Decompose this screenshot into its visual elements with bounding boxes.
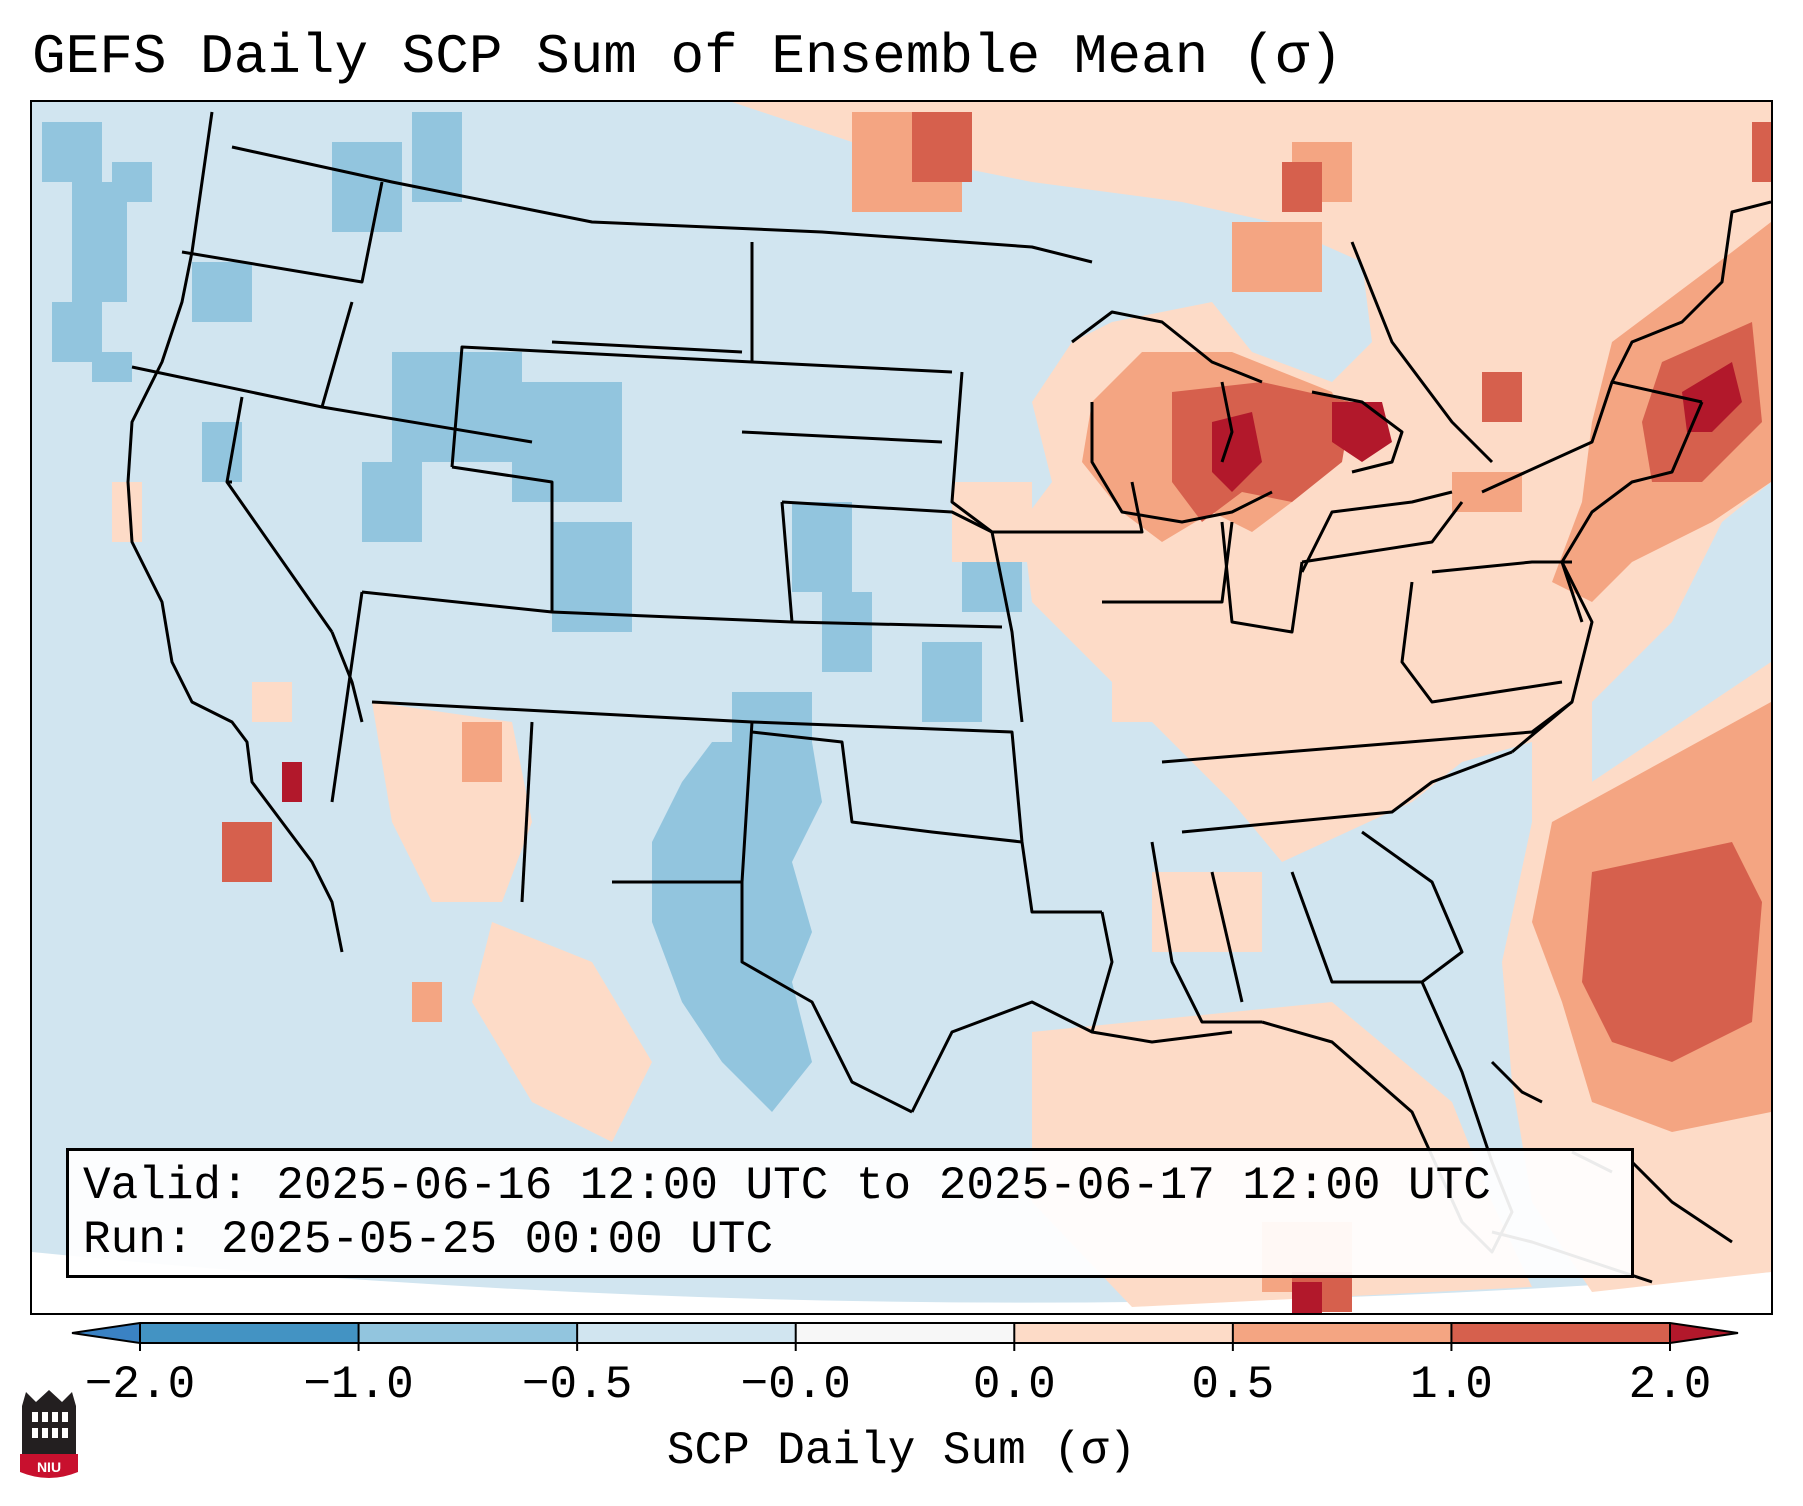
colorbar-tick-label: −0.5 <box>521 1359 633 1411</box>
colorbar-bin <box>1451 1323 1671 1343</box>
colorbar <box>71 1322 1739 1351</box>
colorbar-tick-label: 1.0 <box>1410 1359 1493 1411</box>
valid-line: Valid: 2025-06-16 12:00 UTC to 2025-06-1… <box>83 1159 1617 1213</box>
valid-value: 2025-06-16 12:00 UTC to 2025-06-17 12:00… <box>276 1160 1491 1212</box>
niu-logo: NIU <box>20 1390 78 1478</box>
niu-logo-text: NIU <box>37 1459 61 1475</box>
colorbar-bin <box>1232 1323 1452 1343</box>
anomaly-positive-strong <box>222 112 1771 1312</box>
colorbar-bin <box>795 1323 1015 1343</box>
run-label: Run: <box>83 1214 194 1266</box>
anomaly-pacific-negative <box>42 122 152 382</box>
colorbar-tick-label: 0.5 <box>1191 1359 1275 1411</box>
colorbar-tick-label: 2.0 <box>1628 1359 1712 1411</box>
colorbar-extend-high <box>1670 1323 1738 1343</box>
valid-time-box: Valid: 2025-06-16 12:00 UTC to 2025-06-1… <box>66 1148 1634 1278</box>
colorbar-tick-label: −0.0 <box>740 1359 851 1411</box>
colorbar-extend-low <box>72 1323 140 1343</box>
run-line: Run: 2025-05-25 00:00 UTC <box>83 1213 1617 1267</box>
colorbar-bin <box>140 1323 360 1343</box>
anomaly-texas-negative <box>652 692 822 1112</box>
colorbar-bin <box>1014 1323 1234 1343</box>
map-title: GEFS Daily SCP Sum of Ensemble Mean (σ) <box>32 25 1343 89</box>
colorbar-tick-label: −1.0 <box>303 1359 414 1411</box>
run-value: 2025-05-25 00:00 UTC <box>221 1214 774 1266</box>
map-panel[interactable] <box>30 100 1773 1315</box>
colorbar-tick-label: −2.0 <box>84 1359 196 1411</box>
niu-logo-tower <box>22 1390 76 1456</box>
colorbar-bin <box>577 1323 797 1343</box>
colorbar-tick-label: 0.0 <box>972 1359 1056 1411</box>
map-canvas <box>32 102 1771 1313</box>
colorbar-label: SCP Daily Sum (σ) <box>666 1425 1137 1477</box>
colorbar-bin <box>358 1323 578 1343</box>
valid-label: Valid: <box>83 1160 249 1212</box>
niu-logo-shield <box>20 1454 78 1478</box>
